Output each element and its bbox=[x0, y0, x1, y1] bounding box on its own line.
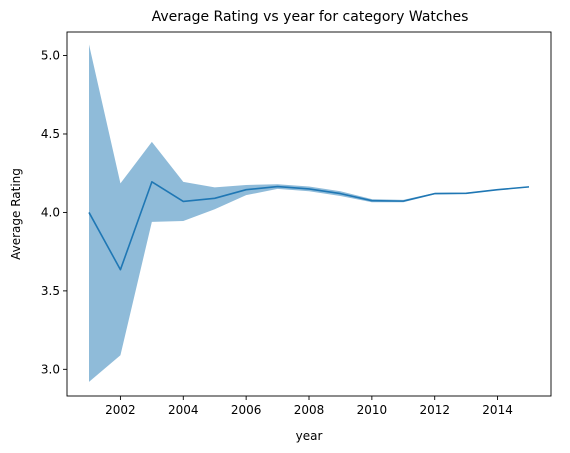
data-point bbox=[402, 200, 404, 202]
data-point bbox=[151, 181, 153, 183]
y-tick-label: 4.0 bbox=[41, 205, 60, 219]
x-tick-label: 2008 bbox=[294, 403, 325, 417]
x-tick-label: 2010 bbox=[357, 403, 388, 417]
x-tick-label: 2002 bbox=[105, 403, 136, 417]
data-point bbox=[434, 193, 436, 195]
y-tick-label: 5.0 bbox=[41, 49, 60, 63]
data-point bbox=[308, 188, 310, 190]
data-point bbox=[277, 186, 279, 188]
data-point bbox=[245, 189, 247, 191]
data-point bbox=[120, 269, 122, 271]
x-tick-label: 2014 bbox=[482, 403, 513, 417]
x-tick-label: 2012 bbox=[419, 403, 450, 417]
data-point bbox=[182, 201, 184, 203]
y-tick-label: 3.0 bbox=[41, 362, 60, 376]
data-point bbox=[340, 193, 342, 195]
chart-title: Average Rating vs year for category Watc… bbox=[152, 9, 469, 25]
y-tick-label: 4.5 bbox=[41, 127, 60, 141]
series-line bbox=[88, 181, 530, 271]
data-point bbox=[88, 212, 90, 214]
x-axis-label: year bbox=[296, 429, 323, 443]
data-point bbox=[214, 198, 216, 200]
y-axis-label: Average Rating bbox=[9, 168, 23, 260]
data-point bbox=[465, 192, 467, 194]
data-point bbox=[528, 186, 530, 188]
data-point bbox=[371, 200, 373, 202]
y-tick-label: 3.5 bbox=[41, 284, 60, 298]
data-point bbox=[497, 189, 499, 191]
x-tick-label: 2004 bbox=[168, 403, 199, 417]
x-tick-label: 2006 bbox=[231, 403, 262, 417]
confidence-band bbox=[89, 44, 529, 382]
